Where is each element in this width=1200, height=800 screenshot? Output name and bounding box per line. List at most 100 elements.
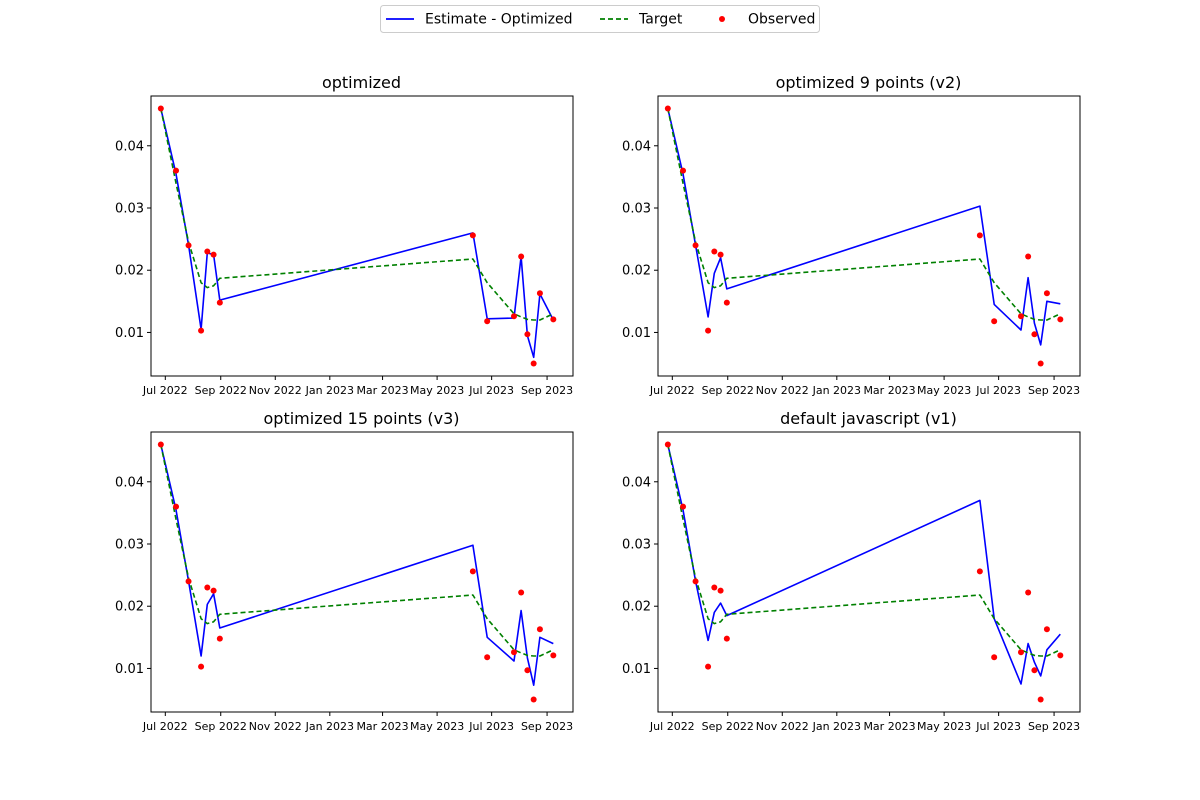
observed-point xyxy=(173,167,180,174)
x-tick-label: Jul 2022 xyxy=(142,384,188,397)
observed-point xyxy=(680,503,687,510)
y-tick-label: 0.03 xyxy=(115,538,144,553)
y-tick-label: 0.04 xyxy=(622,475,651,490)
observed-point xyxy=(1037,360,1044,367)
legend-estimate-label: Estimate - Optimized xyxy=(425,12,572,28)
y-tick-label: 0.01 xyxy=(115,326,144,341)
x-tick-label: Nov 2022 xyxy=(756,384,809,397)
x-tick-label: Sep 2023 xyxy=(521,384,573,397)
x-tick-label: Jul 2023 xyxy=(975,720,1021,733)
observed-point xyxy=(711,248,718,255)
observed-point xyxy=(536,626,543,633)
x-tick-label: Mar 2023 xyxy=(863,384,915,397)
observed-point xyxy=(705,327,712,334)
observed-point xyxy=(173,503,180,510)
observed-point xyxy=(976,232,983,239)
target-line xyxy=(160,108,554,321)
axes-frame xyxy=(657,95,1081,377)
y-tick-label: 0.03 xyxy=(115,202,144,217)
x-tick-label: Mar 2023 xyxy=(356,384,408,397)
x-tick-label: Jan 2023 xyxy=(305,384,354,397)
y-tick-label: 0.03 xyxy=(622,538,651,553)
observed-point xyxy=(705,663,712,670)
observed-point xyxy=(536,290,543,297)
observed-point xyxy=(204,248,211,255)
target-line xyxy=(667,108,1061,321)
legend-observed-swatch xyxy=(719,16,725,22)
x-tick-label: May 2023 xyxy=(917,720,971,733)
x-tick-label: Jul 2022 xyxy=(649,384,695,397)
axes-frame xyxy=(150,431,574,713)
legend: Estimate - Optimized Target Observed xyxy=(380,5,820,33)
x-tick-label: Sep 2022 xyxy=(195,384,247,397)
observed-point xyxy=(1031,331,1038,338)
observed-point xyxy=(210,251,217,258)
observed-point xyxy=(484,318,491,325)
y-tick-label: 0.02 xyxy=(115,600,144,615)
observed-point xyxy=(1017,313,1024,320)
observed-point xyxy=(550,316,557,323)
observed-point xyxy=(723,635,730,642)
observed-point xyxy=(717,251,724,258)
observed-point xyxy=(1057,652,1064,659)
axes-frame xyxy=(150,95,574,377)
observed-point xyxy=(991,318,998,325)
observed-point xyxy=(510,313,517,320)
observed-point xyxy=(216,635,223,642)
observed-point xyxy=(711,584,718,591)
observed-point xyxy=(530,360,537,367)
x-tick-label: Jan 2023 xyxy=(305,720,354,733)
x-tick-label: Jul 2022 xyxy=(142,720,188,733)
x-tick-label: Sep 2022 xyxy=(702,720,754,733)
y-tick-label: 0.02 xyxy=(622,264,651,279)
observed-point xyxy=(1025,253,1032,260)
x-tick-label: Jul 2023 xyxy=(468,720,514,733)
subplot-default-javascript: 0.01 0.02 0.03 0.04 Jul 2022 Sep 2022 Nov 2022… xyxy=(622,431,1081,733)
y-tick-label: 0.01 xyxy=(622,662,651,677)
estimate-line xyxy=(160,444,554,687)
observed-point xyxy=(717,587,724,594)
observed-point xyxy=(1043,626,1050,633)
subplot-optimized-15-points: 0.01 0.02 0.03 0.04 Jul 2022 Sep 2022 Nov 2022… xyxy=(115,431,574,733)
legend-observed-label: Observed xyxy=(748,12,815,28)
observed-point xyxy=(185,242,192,249)
x-tick-label: Mar 2023 xyxy=(356,720,408,733)
observed-point xyxy=(210,587,217,594)
axes-frame xyxy=(657,431,1081,713)
observed-point xyxy=(680,167,687,174)
x-tick-label: Nov 2022 xyxy=(249,384,302,397)
observed-point xyxy=(510,649,517,656)
x-tick-label: Sep 2023 xyxy=(521,720,573,733)
subplot-title-2: optimized 9 points (v2) xyxy=(776,73,962,92)
x-tick-label: May 2023 xyxy=(410,720,464,733)
estimate-line xyxy=(667,444,1061,685)
observed-point xyxy=(1031,667,1038,674)
x-tick-label: Mar 2023 xyxy=(863,720,915,733)
observed-point xyxy=(692,242,699,249)
legend-target-label: Target xyxy=(638,12,683,28)
observed-point xyxy=(530,696,537,703)
x-tick-label: Sep 2022 xyxy=(702,384,754,397)
x-tick-label: Nov 2022 xyxy=(756,720,809,733)
observed-point xyxy=(1025,589,1032,596)
observed-point xyxy=(484,654,491,661)
subplot-optimized-9-points: 0.01 0.02 0.03 0.04 Jul 2022 Sep 2022 Nov 2022… xyxy=(622,95,1081,397)
observed-point xyxy=(1057,316,1064,323)
target-line xyxy=(160,444,554,657)
y-tick-label: 0.04 xyxy=(115,475,144,490)
observed-point xyxy=(976,568,983,575)
x-tick-label: May 2023 xyxy=(917,384,971,397)
observed-point xyxy=(1037,696,1044,703)
y-tick-label: 0.04 xyxy=(115,139,144,154)
observed-point xyxy=(157,441,164,448)
x-tick-label: Jul 2023 xyxy=(975,384,1021,397)
observed-point xyxy=(664,441,671,448)
observed-point xyxy=(518,589,525,596)
observed-point xyxy=(185,578,192,585)
y-tick-label: 0.01 xyxy=(115,662,144,677)
x-tick-label: May 2023 xyxy=(410,384,464,397)
subplot-title-3: optimized 15 points (v3) xyxy=(264,409,460,428)
observed-point xyxy=(991,654,998,661)
observed-point xyxy=(550,652,557,659)
